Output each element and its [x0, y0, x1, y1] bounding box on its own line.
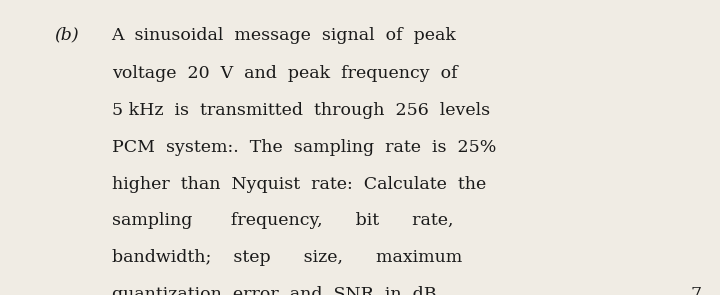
- Text: quantization  error  and  SNR  in  dB.: quantization error and SNR in dB.: [112, 286, 441, 295]
- Text: PCM  system:.  The  sampling  rate  is  25%: PCM system:. The sampling rate is 25%: [112, 139, 496, 156]
- Text: 5 kHz  is  transmitted  through  256  levels: 5 kHz is transmitted through 256 levels: [112, 102, 490, 119]
- Text: bandwidth;    step      size,      maximum: bandwidth; step size, maximum: [112, 249, 462, 266]
- Text: sampling       frequency,      bit      rate,: sampling frequency, bit rate,: [112, 212, 453, 230]
- Text: voltage  20  V  and  peak  frequency  of: voltage 20 V and peak frequency of: [112, 65, 457, 82]
- Text: higher  than  Nyquist  rate:  Calculate  the: higher than Nyquist rate: Calculate the: [112, 176, 486, 193]
- Text: (b): (b): [54, 27, 78, 44]
- Text: A  sinusoidal  message  signal  of  peak: A sinusoidal message signal of peak: [112, 27, 456, 44]
- Text: 7: 7: [691, 286, 702, 295]
